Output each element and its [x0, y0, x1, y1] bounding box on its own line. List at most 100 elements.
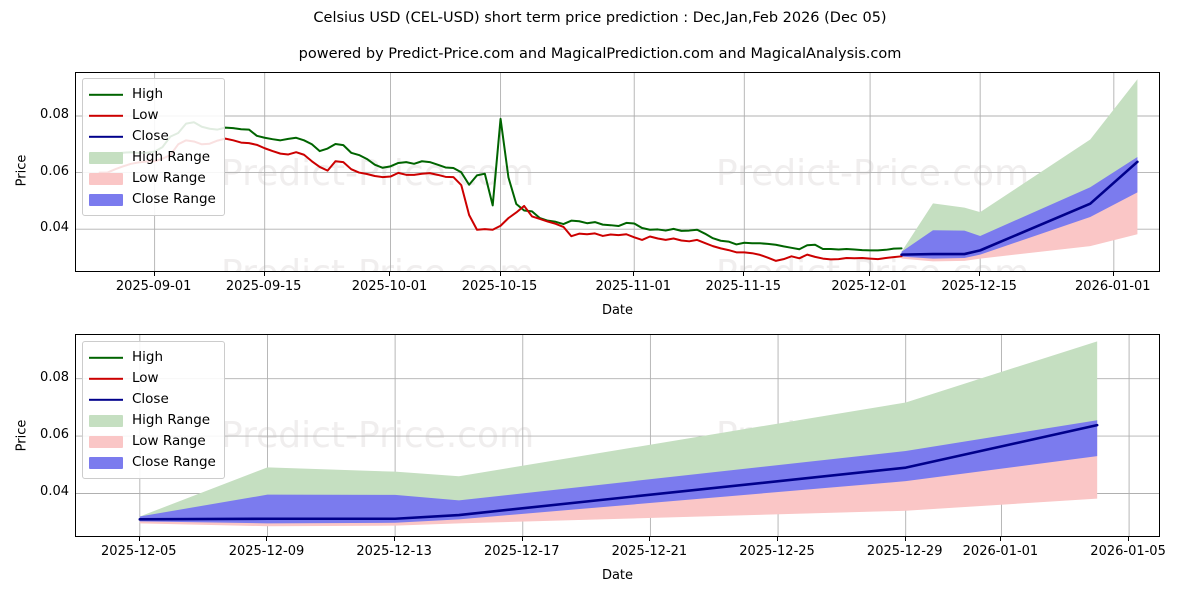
x-tick-mark	[521, 537, 523, 541]
watermark-text: Predict-Price.com	[221, 415, 534, 456]
x-tick-label: 2025-12-01	[831, 279, 907, 294]
legend-item-low-range: Low Range	[89, 168, 216, 189]
x-tick-mark	[904, 537, 906, 541]
legend-label: Low	[132, 106, 159, 123]
subtitle: powered by Predict-Price.com and Magical…	[298, 46, 902, 62]
x-tick-mark	[499, 272, 501, 276]
low-range-band	[901, 161, 1138, 262]
legend-label: Close	[132, 390, 169, 407]
low-range-band	[139, 425, 1098, 527]
x-tick-mark	[979, 272, 981, 276]
legend-label: Low	[132, 369, 159, 386]
legend-item-close: Close	[89, 389, 216, 410]
x-tick-label: 2025-12-13	[356, 544, 432, 559]
x-tick-mark	[394, 537, 396, 541]
close-line	[138, 423, 1099, 521]
legend-line-swatch-icon	[89, 394, 123, 406]
x-tick-label: 2025-10-15	[461, 279, 538, 294]
chart-top: Predict-Price.com Predict-Price.com Predic…	[75, 72, 1160, 272]
x-tick-label: 2025-11-01	[595, 279, 671, 294]
legend-bottom: High Low Close High Range Low Range Close Ran…	[82, 341, 225, 479]
x-axis-label-top: Date	[601, 303, 634, 318]
high-range-band	[901, 79, 1138, 255]
x-tick-mark	[1128, 537, 1130, 541]
legend-item-high-range: High Range	[89, 410, 216, 431]
x-tick-label: 2025-12-21	[611, 544, 688, 559]
legend-item-low: Low	[89, 105, 216, 126]
legend-label: Low Range	[132, 169, 206, 186]
low-line	[98, 137, 903, 262]
x-tick-label: 2025-12-15	[941, 279, 1017, 294]
legend-item-close-range: Close Range	[89, 452, 216, 473]
x-tick-mark	[869, 272, 871, 276]
x-tick-label: 2025-12-29	[866, 544, 943, 559]
x-tick-mark	[153, 272, 155, 276]
x-tick-label: 2026-01-05	[1090, 544, 1166, 559]
x-tick-label: 2025-12-09	[228, 544, 305, 559]
x-tick-label: 2026-01-01	[962, 544, 1039, 559]
legend-label: High	[132, 348, 164, 365]
close-range-band	[139, 420, 1098, 524]
y-tick-label: 0.08	[40, 106, 69, 122]
x-tick-mark	[777, 537, 779, 541]
high-range-band	[139, 341, 1098, 520]
watermark-text: Predict-Price.com	[716, 153, 1029, 194]
legend-item-low: Low	[89, 368, 216, 389]
y-tick-label: 0.06	[40, 427, 69, 443]
y-tick-label: 0.04	[40, 484, 69, 500]
legend-item-high-range: High Range	[89, 147, 216, 168]
legend-patch-swatch-icon	[89, 456, 123, 469]
legend-label: High	[132, 85, 164, 102]
x-tick-mark	[138, 537, 140, 541]
legend-label: Close Range	[132, 190, 216, 207]
legend-item-high: High	[89, 84, 216, 105]
high-line	[98, 117, 903, 252]
watermark-text: Predict-Price.com	[221, 253, 534, 272]
legend-label: Close Range	[132, 453, 216, 470]
close-range-band	[901, 157, 1138, 259]
legend-item-high: High	[89, 347, 216, 368]
legend-patch-swatch-icon	[89, 151, 123, 164]
x-tick-mark	[633, 272, 635, 276]
legend-item-close: Close	[89, 126, 216, 147]
x-tick-label: 2025-10-01	[351, 279, 428, 294]
legend-patch-swatch-icon	[89, 435, 123, 448]
x-tick-mark	[743, 272, 745, 276]
y-tick-label: 0.06	[40, 163, 69, 179]
x-tick-label: 2025-09-15	[225, 279, 302, 294]
y-tick-label: 0.04	[40, 220, 69, 236]
y-tick-label: 0.08	[40, 369, 69, 385]
x-tick-label: 2025-12-05	[101, 544, 177, 559]
legend-top: High Low Close High Range Low Range Close Ran…	[82, 78, 225, 216]
legend-patch-swatch-icon	[89, 172, 123, 185]
x-tick-label: 2025-12-25	[739, 544, 815, 559]
x-tick-label: 2025-09-01	[115, 279, 192, 294]
close-line	[900, 160, 1139, 256]
x-tick-mark	[649, 537, 651, 541]
legend-patch-swatch-icon	[89, 414, 123, 427]
x-tick-label: 2025-11-15	[705, 279, 782, 294]
x-tick-mark	[1000, 537, 1002, 541]
x-tick-label: 2026-01-01	[1075, 279, 1151, 294]
legend-label: High Range	[132, 148, 211, 165]
watermark-text: Predict-Price.com	[221, 153, 534, 194]
x-axis-label-bottom: Date	[601, 568, 634, 583]
legend-label: Close	[132, 127, 169, 144]
legend-patch-swatch-icon	[89, 193, 123, 206]
x-tick-mark	[389, 272, 391, 276]
legend-line-swatch-icon	[89, 110, 123, 122]
legend-item-close-range: Close Range	[89, 189, 216, 210]
x-tick-mark	[266, 537, 268, 541]
page-title: Celsius USD (CEL-USD) short term price p…	[313, 10, 887, 26]
legend-line-swatch-icon	[89, 352, 123, 364]
x-tick-mark	[263, 272, 265, 276]
x-tick-mark	[1112, 272, 1114, 276]
legend-line-swatch-icon	[89, 89, 123, 101]
legend-line-swatch-icon	[89, 373, 123, 385]
legend-line-swatch-icon	[89, 131, 123, 143]
legend-label: High Range	[132, 411, 211, 428]
x-tick-label: 2025-12-17	[483, 544, 560, 559]
legend-label: Low Range	[132, 432, 206, 449]
